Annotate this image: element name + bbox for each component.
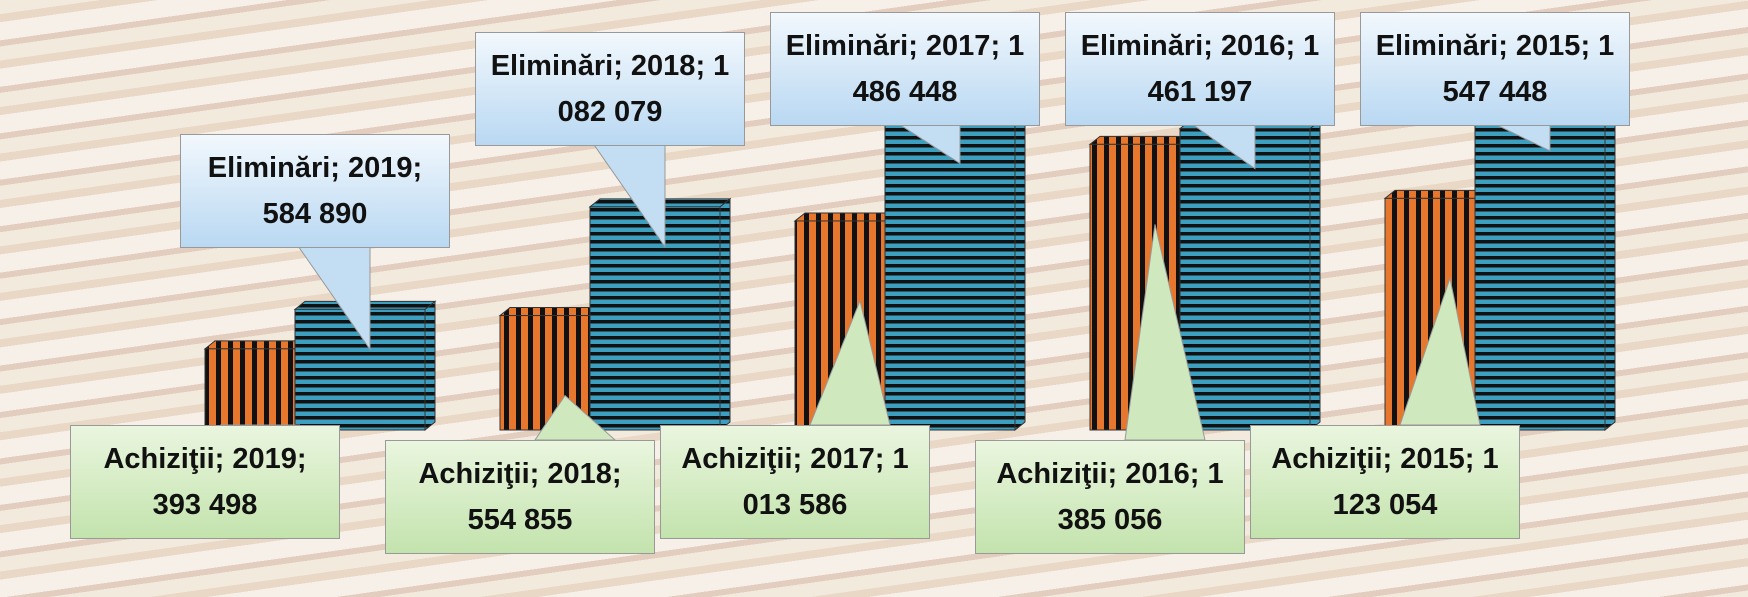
bar-side xyxy=(425,301,435,430)
label-sep: ; xyxy=(875,443,893,475)
label-category: 2019 xyxy=(232,443,297,475)
label-category: 2016 xyxy=(1221,30,1286,62)
data-label: Eliminări; 2018; 1 082 079 xyxy=(475,32,745,146)
data-label: Eliminări; 2017; 1 486 448 xyxy=(770,12,1040,126)
label-series: Eliminări xyxy=(1376,30,1499,62)
label-sep: ; xyxy=(330,152,348,184)
bar xyxy=(885,123,1015,430)
label-sep: ; xyxy=(695,50,713,82)
label-sep: ; xyxy=(1285,30,1303,62)
bar-top xyxy=(795,213,895,221)
label-sep: ; xyxy=(990,30,1008,62)
label-sep: ; xyxy=(1190,458,1208,490)
data-label: Achiziţii; 2017; 1 013 586 xyxy=(660,425,930,539)
data-label: Achiziţii; 2018; 554 855 xyxy=(385,440,655,554)
label-sep: ; xyxy=(612,458,622,490)
bar xyxy=(205,349,295,430)
bar-top xyxy=(1385,190,1485,198)
data-label: Eliminări; 2015; 1 547 448 xyxy=(1360,12,1630,126)
bar-top xyxy=(1090,136,1190,144)
data-label: Achiziţii; 2019; 393 498 xyxy=(70,425,340,539)
label-series: Eliminări xyxy=(1081,30,1204,62)
bar xyxy=(1475,111,1605,430)
label-sep: ; xyxy=(613,50,631,82)
label-series: Achiziţii xyxy=(1271,443,1382,475)
label-sep: ; xyxy=(530,458,548,490)
bar-side xyxy=(1015,115,1025,430)
label-sep: ; xyxy=(215,443,233,475)
label-sep: ; xyxy=(1383,443,1401,475)
label-series: Eliminări xyxy=(208,152,331,184)
label-category: 2016 xyxy=(1125,458,1190,490)
bar-top xyxy=(500,308,600,316)
label-value: 393 498 xyxy=(153,489,258,521)
label-series: Achiziţii xyxy=(681,443,792,475)
data-label: Eliminări; 2016; 1 461 197 xyxy=(1065,12,1335,126)
data-label: Achiziţii; 2016; 1 385 056 xyxy=(975,440,1245,554)
label-value: 584 890 xyxy=(263,198,368,230)
label-sep: ; xyxy=(1498,30,1516,62)
bar xyxy=(590,207,720,430)
label-category: 2015 xyxy=(1400,443,1465,475)
label-sep: ; xyxy=(1580,30,1598,62)
chart: Achiziţii; 2019; 393 498 Eliminări; 2019;… xyxy=(0,0,1748,597)
label-series: Eliminări xyxy=(786,30,909,62)
label-sep: ; xyxy=(793,443,811,475)
label-category: 2018 xyxy=(547,458,612,490)
bar-side xyxy=(720,199,730,430)
label-value: 554 855 xyxy=(468,504,573,536)
label-category: 2019 xyxy=(348,152,413,184)
bar-side xyxy=(1605,103,1615,430)
data-label: Achiziţii; 2015; 1 123 054 xyxy=(1250,425,1520,539)
label-category: 2015 xyxy=(1516,30,1581,62)
label-series: Achiziţii xyxy=(103,443,214,475)
bar-side xyxy=(1310,121,1320,430)
label-category: 2018 xyxy=(631,50,696,82)
label-series: Achiziţii xyxy=(418,458,529,490)
label-category: 2017 xyxy=(926,30,991,62)
label-sep: ; xyxy=(1203,30,1221,62)
label-series: Eliminări xyxy=(491,50,614,82)
label-sep: ; xyxy=(413,152,423,184)
label-sep: ; xyxy=(297,443,307,475)
label-series: Achiziţii xyxy=(996,458,1107,490)
data-label: Eliminări; 2019; 584 890 xyxy=(180,134,450,248)
label-sep: ; xyxy=(908,30,926,62)
label-sep: ; xyxy=(1108,458,1126,490)
label-sep: ; xyxy=(1465,443,1483,475)
bar-top xyxy=(205,341,305,349)
label-category: 2017 xyxy=(810,443,875,475)
bar xyxy=(1180,129,1310,430)
